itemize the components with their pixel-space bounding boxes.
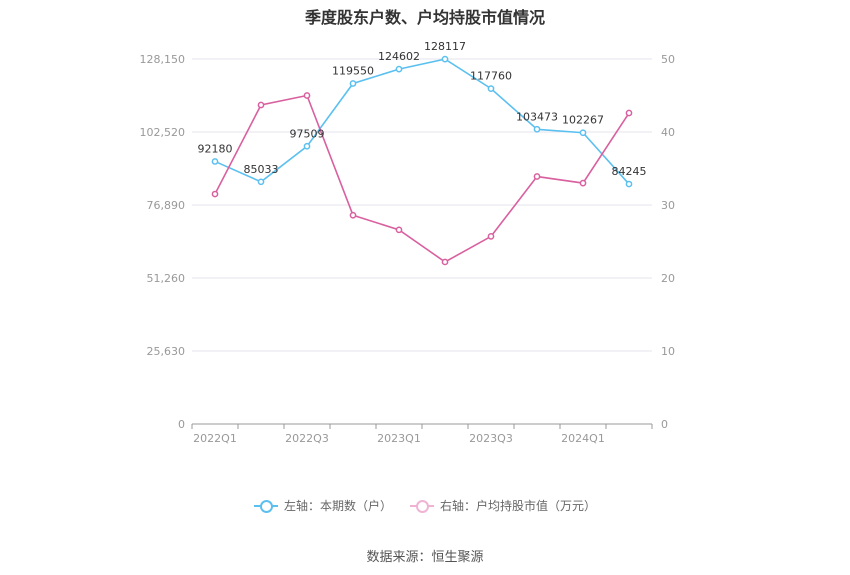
data-point-left xyxy=(211,158,219,165)
chart-title: 季度股东户数、户均持股市值情况 xyxy=(304,8,545,27)
data-point-right xyxy=(625,109,633,117)
y-right-tick-label: 0 xyxy=(661,418,668,431)
data-point-right xyxy=(257,101,265,109)
y-left-tick-label: 102,520 xyxy=(140,126,186,139)
data-point-left xyxy=(487,85,495,92)
data-labels: 92180 85033 97509 119550 124602 128117 117760 1… xyxy=(198,40,647,178)
data-point-right xyxy=(487,233,495,240)
legend-marker-left-icon xyxy=(253,499,278,513)
axes: 0 0 25,630 10 51,260 20 76,890 30 102,520 40 128,1… xyxy=(140,53,676,445)
data-point-left xyxy=(625,180,633,188)
data-label: 97509 xyxy=(290,127,325,140)
data-point-right xyxy=(441,258,449,266)
data-point-right xyxy=(395,226,403,234)
series xyxy=(211,55,633,266)
data-label: 84245 xyxy=(612,165,647,178)
data-label: 119550 xyxy=(332,64,374,77)
series-line-right xyxy=(214,94,630,263)
data-point-right xyxy=(303,92,311,99)
data-label: 117760 xyxy=(470,70,512,83)
x-tick-label: 2023Q1 xyxy=(377,432,421,445)
data-label: 85033 xyxy=(244,163,279,176)
data-point-left xyxy=(349,80,357,87)
legend-item-left-series[interactable]: 左轴：本期数（户） xyxy=(253,497,392,514)
data-point-right xyxy=(211,190,219,198)
y-left-tick-label: 0 xyxy=(178,418,185,431)
source-note: 数据来源：恒生聚源 xyxy=(366,550,484,565)
data-label: 103473 xyxy=(516,110,558,123)
y-left-tick-label: 128,150 xyxy=(140,53,186,66)
y-left-tick-label: 25,630 xyxy=(147,345,186,358)
legend: 左轴：本期数（户） 右轴：户均持股市值（万元） xyxy=(0,497,850,514)
x-tick-label: 2022Q3 xyxy=(285,432,329,445)
data-point-left xyxy=(395,65,403,73)
y-right-tick-label: 10 xyxy=(661,345,675,358)
data-label: 102267 xyxy=(562,114,604,127)
data-point-right xyxy=(533,173,541,180)
data-label: 128117 xyxy=(424,40,466,53)
y-right-tick-label: 50 xyxy=(661,53,675,66)
data-label: 124602 xyxy=(378,50,420,63)
legend-label-left: 左轴：本期数（户） xyxy=(283,499,392,513)
data-point-right xyxy=(579,179,587,187)
legend-label-right: 右轴：户均持股市值（万元） xyxy=(440,499,597,513)
y-right-tick-label: 30 xyxy=(661,199,675,212)
y-left-tick-label: 76,890 xyxy=(147,199,186,212)
x-tick-label: 2022Q1 xyxy=(193,432,237,445)
y-right-tick-label: 40 xyxy=(661,126,675,139)
x-tick-label: 2023Q3 xyxy=(469,432,513,445)
legend-marker-right-icon xyxy=(410,499,434,513)
data-point-left xyxy=(257,178,265,186)
x-tick-label: 2024Q1 xyxy=(561,432,605,445)
data-point-left xyxy=(533,125,541,133)
data-point-left xyxy=(303,142,311,150)
series-line-left xyxy=(214,58,630,185)
data-point-right xyxy=(349,211,357,219)
data-label: 92180 xyxy=(198,142,233,155)
data-point-left xyxy=(441,55,449,63)
legend-item-right-series[interactable]: 右轴：户均持股市值（万元） xyxy=(410,497,596,514)
y-right-tick-label: 20 xyxy=(661,272,675,285)
y-left-tick-label: 51,260 xyxy=(147,272,186,285)
data-point-left xyxy=(579,129,587,137)
